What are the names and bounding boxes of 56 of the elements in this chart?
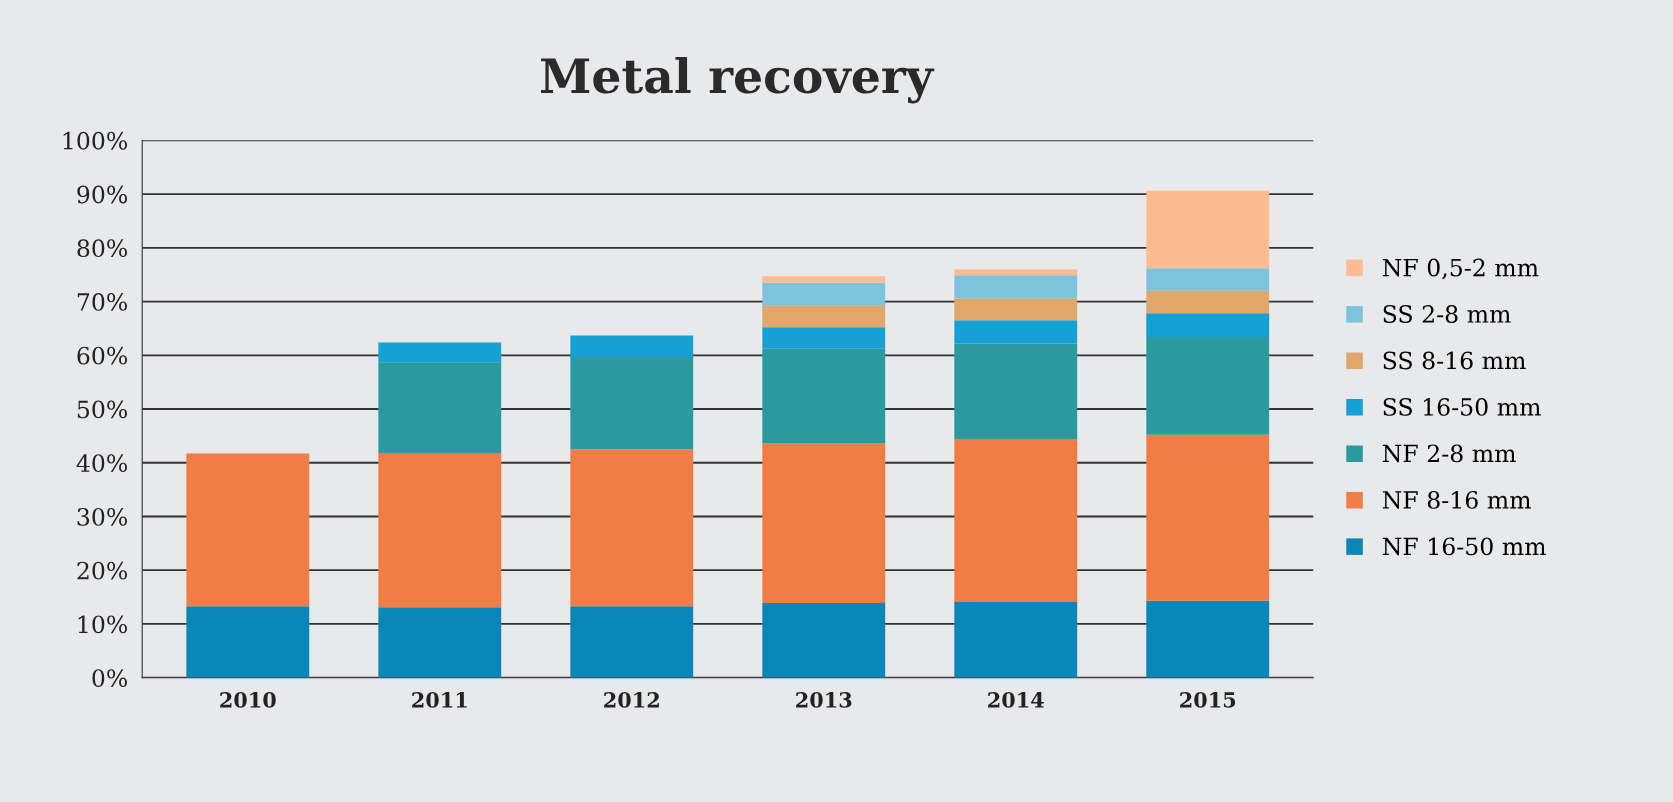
x-tick-label: 2011: [412, 691, 467, 708]
bar: [186, 453, 310, 607]
bar: [378, 362, 502, 454]
bar: [954, 343, 1078, 440]
x-tick-label: 2015: [1180, 691, 1236, 708]
bar: [954, 275, 1078, 299]
bar: [1146, 600, 1270, 678]
legend-label: SS 8-16 mm: [1383, 351, 1526, 370]
y-tick-label: 60%: [77, 346, 128, 365]
y-tick-label: 0%: [92, 669, 128, 687]
bar: [1146, 190, 1270, 269]
bar: [762, 443, 886, 603]
y-tick-label: 80%: [77, 239, 128, 258]
bar: [1146, 337, 1270, 435]
bar: [954, 320, 1078, 344]
y-tick-label: 70%: [77, 293, 128, 311]
bar: [1146, 434, 1270, 601]
y-tick-label: 40%: [76, 454, 128, 473]
bar: [1146, 268, 1270, 291]
legend-label: SS 2-8 mm: [1383, 305, 1511, 323]
legend-label: NF 2-8 mm: [1382, 444, 1516, 463]
bar: [954, 298, 1078, 321]
legend-label: NF 8-16 mm: [1382, 490, 1531, 509]
legend-label: SS 16-50 mm: [1383, 398, 1541, 416]
bar: [570, 606, 694, 678]
x-tick-label: 2010: [220, 691, 276, 708]
bar: [570, 449, 694, 607]
bar: [1146, 313, 1270, 338]
legend-label: NF 16-50 mm: [1382, 537, 1546, 556]
bar: [762, 276, 886, 283]
bar: [762, 305, 886, 328]
legend-label: NF 0,5-2 mm: [1382, 258, 1539, 280]
bar: [762, 282, 886, 306]
y-tick-label: 30%: [77, 507, 128, 526]
y-tick-label: 100%: [63, 131, 128, 150]
chart-title: Metal recovery: [541, 57, 935, 104]
y-tick-label: 50%: [77, 400, 128, 419]
bar: [762, 348, 886, 444]
x-tick-label: 2013: [796, 691, 852, 708]
x-tick-label: 2014: [988, 691, 1044, 708]
bar: [762, 603, 886, 678]
bar: [1146, 290, 1270, 314]
bar: [378, 453, 502, 608]
bar: [762, 327, 886, 349]
x-tick-label: 2012: [604, 691, 659, 708]
bar: [186, 606, 310, 678]
bar: [954, 439, 1078, 602]
y-tick-label: 90%: [77, 185, 128, 204]
y-tick-label: 20%: [77, 561, 128, 580]
bar: [570, 356, 694, 450]
y-tick-label: 10%: [78, 615, 128, 634]
bar: [570, 335, 694, 357]
bar: [954, 601, 1078, 678]
bar: [378, 607, 502, 678]
bar: [378, 342, 502, 363]
bar: [954, 269, 1078, 276]
